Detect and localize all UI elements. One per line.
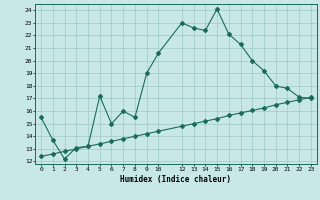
X-axis label: Humidex (Indice chaleur): Humidex (Indice chaleur) — [121, 175, 231, 184]
